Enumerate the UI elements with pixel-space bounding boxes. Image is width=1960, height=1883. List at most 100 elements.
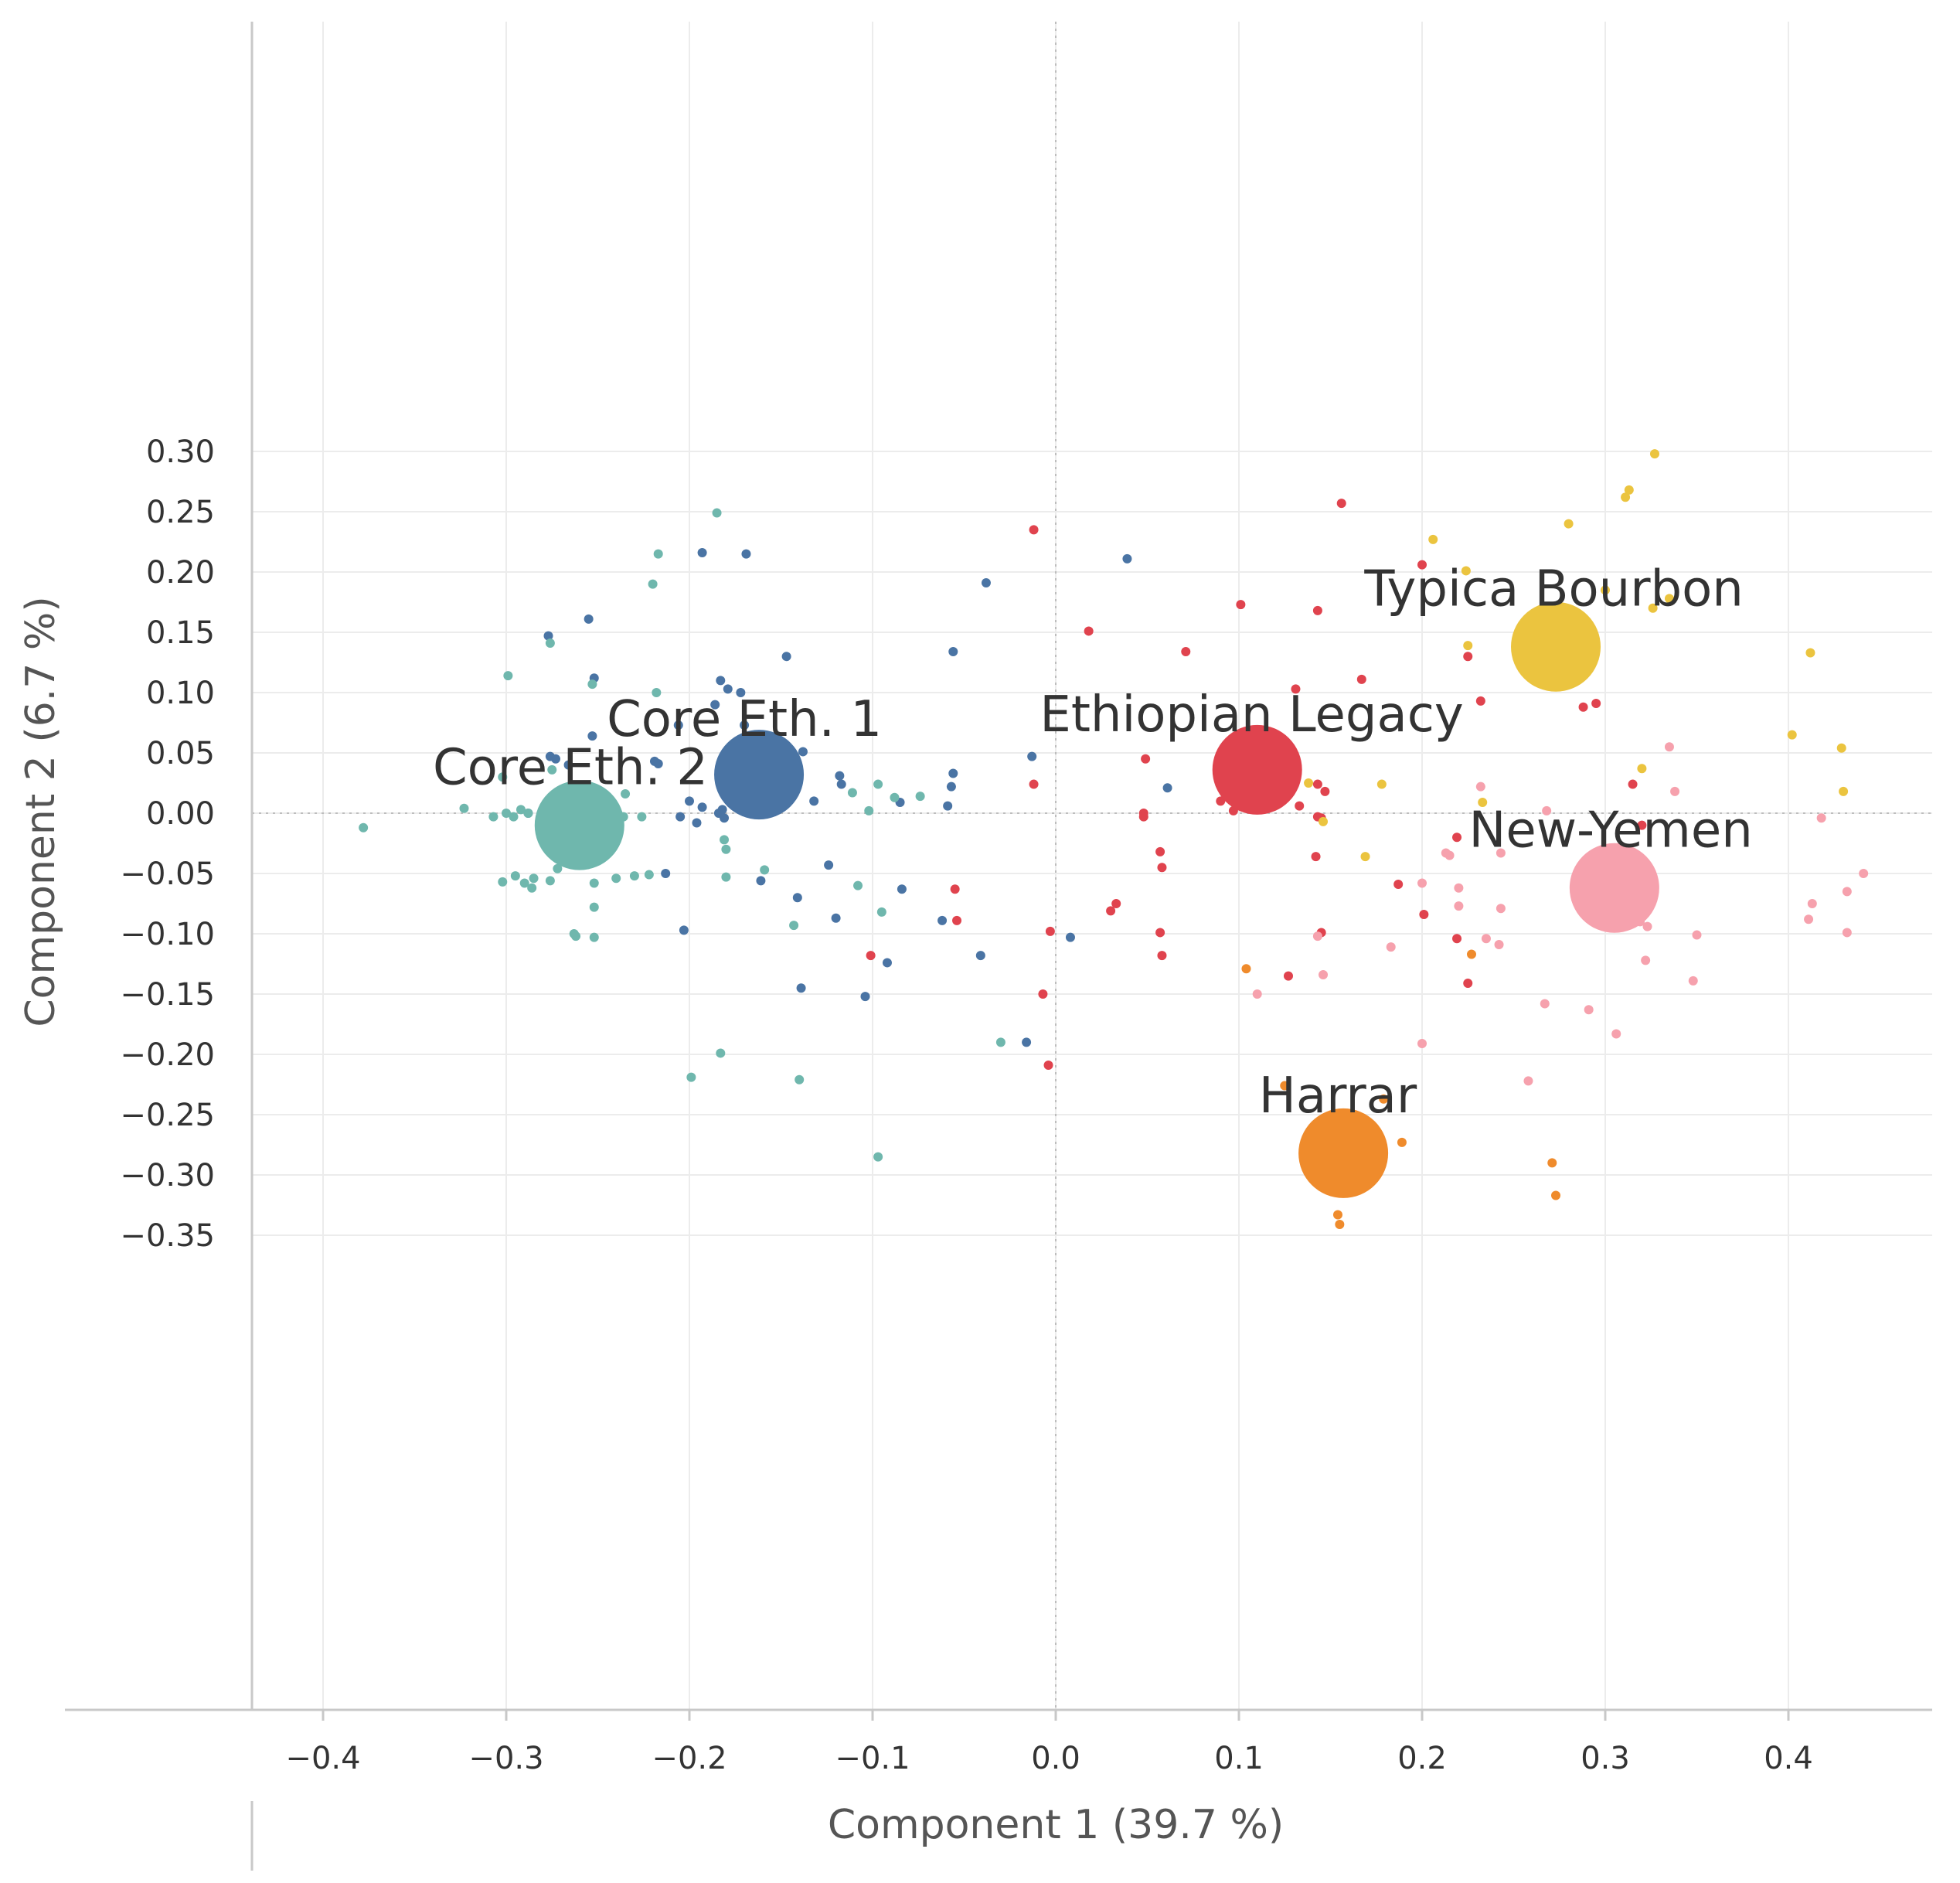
sample-point (1332, 1210, 1342, 1220)
sample-point (673, 720, 683, 730)
sample-point (756, 876, 766, 886)
sample-point (571, 931, 581, 942)
sample-point (716, 1048, 726, 1058)
sample-point (661, 869, 671, 878)
sample-point (1027, 751, 1037, 761)
sample-point (1045, 926, 1055, 936)
sample-point (796, 983, 806, 993)
cluster-centroid-marker (1569, 843, 1659, 933)
sample-point (1311, 852, 1321, 862)
sample-point (1452, 934, 1462, 944)
sample-point (1022, 1037, 1032, 1047)
sample-point (1360, 852, 1370, 862)
y-tick-label: −0.05 (120, 856, 215, 892)
sample-point (890, 792, 900, 802)
sample-point (1157, 863, 1167, 873)
sample-point (1664, 742, 1674, 752)
y-tick-label: −0.25 (120, 1098, 215, 1133)
sample-point (644, 870, 654, 880)
sample-point (1376, 779, 1387, 789)
sample-point (792, 893, 802, 903)
sample-point (1444, 850, 1455, 860)
sample-point (1155, 928, 1165, 938)
sample-point (553, 863, 563, 873)
sample-point (789, 921, 799, 931)
sample-point (952, 915, 962, 925)
sample-point (981, 578, 991, 588)
sample-point (589, 878, 599, 888)
sample-point (1356, 674, 1366, 684)
sample-point (589, 932, 599, 942)
sample-point (697, 548, 707, 558)
sample-point (652, 688, 662, 697)
x-tick-label: −0.1 (835, 1741, 910, 1776)
sample-point (1291, 684, 1301, 694)
sample-point (836, 779, 846, 789)
sample-point (1540, 999, 1550, 1009)
sample-point (1419, 910, 1429, 920)
sample-point (1475, 781, 1485, 792)
x-tick-label: −0.4 (285, 1741, 360, 1776)
sample-point (1641, 955, 1651, 965)
sample-point (915, 792, 925, 802)
sample-point (1463, 652, 1473, 662)
sample-point (882, 958, 892, 968)
cluster-label: Harrar (1259, 1067, 1417, 1125)
x-tick-label: −0.2 (652, 1741, 726, 1776)
sample-point (1804, 914, 1814, 924)
cluster-label: Typica Bourbon (1363, 561, 1743, 618)
sample-point (1496, 848, 1506, 858)
sample-point (1320, 786, 1330, 796)
sample-point (1452, 833, 1462, 843)
sample-point (835, 771, 845, 781)
sample-point (1478, 797, 1488, 807)
sample-point (809, 796, 819, 806)
sample-point (1280, 1081, 1290, 1091)
x-tick-label: 0.2 (1397, 1741, 1447, 1776)
sample-point (712, 508, 722, 518)
data-points-layer (359, 449, 1869, 1229)
sample-point (1304, 778, 1314, 788)
sample-point (1386, 942, 1396, 952)
sample-point (1649, 449, 1659, 459)
sample-point (1319, 816, 1329, 826)
sample-point (1417, 1038, 1427, 1048)
sample-point (721, 844, 731, 854)
sample-point (519, 878, 529, 888)
sample-point (1591, 699, 1601, 709)
sample-point (697, 802, 707, 812)
sample-point (545, 638, 555, 649)
sample-point (1461, 566, 1471, 576)
sample-point (948, 768, 958, 778)
sample-point (1428, 534, 1438, 544)
sample-point (1859, 869, 1869, 878)
sample-point (1379, 1094, 1389, 1104)
y-tick-label: 0.25 (146, 495, 215, 530)
sample-point (847, 788, 857, 798)
cluster-label: Ethiopian Legacy (1040, 686, 1463, 744)
sample-point (584, 614, 594, 624)
sample-point (1319, 970, 1329, 980)
sample-point (1312, 931, 1322, 942)
sample-point (948, 646, 958, 656)
sample-point (1122, 553, 1132, 564)
sample-point (1181, 646, 1191, 656)
sample-point (1141, 754, 1151, 764)
sample-point (1584, 1005, 1594, 1015)
sample-point (685, 796, 694, 806)
sample-point (1138, 812, 1148, 822)
sample-point (873, 1152, 883, 1162)
sample-point (653, 759, 663, 769)
x-tick-label: 0.4 (1764, 1741, 1813, 1776)
sample-point (510, 871, 520, 881)
sample-point (1155, 846, 1165, 856)
sample-point (1807, 899, 1817, 908)
sample-point (1601, 585, 1610, 595)
sample-point (516, 805, 526, 815)
sample-point (1417, 878, 1427, 888)
sample-point (1542, 805, 1552, 816)
sample-point (529, 873, 539, 884)
sample-point (710, 700, 720, 710)
sample-point (692, 818, 702, 828)
